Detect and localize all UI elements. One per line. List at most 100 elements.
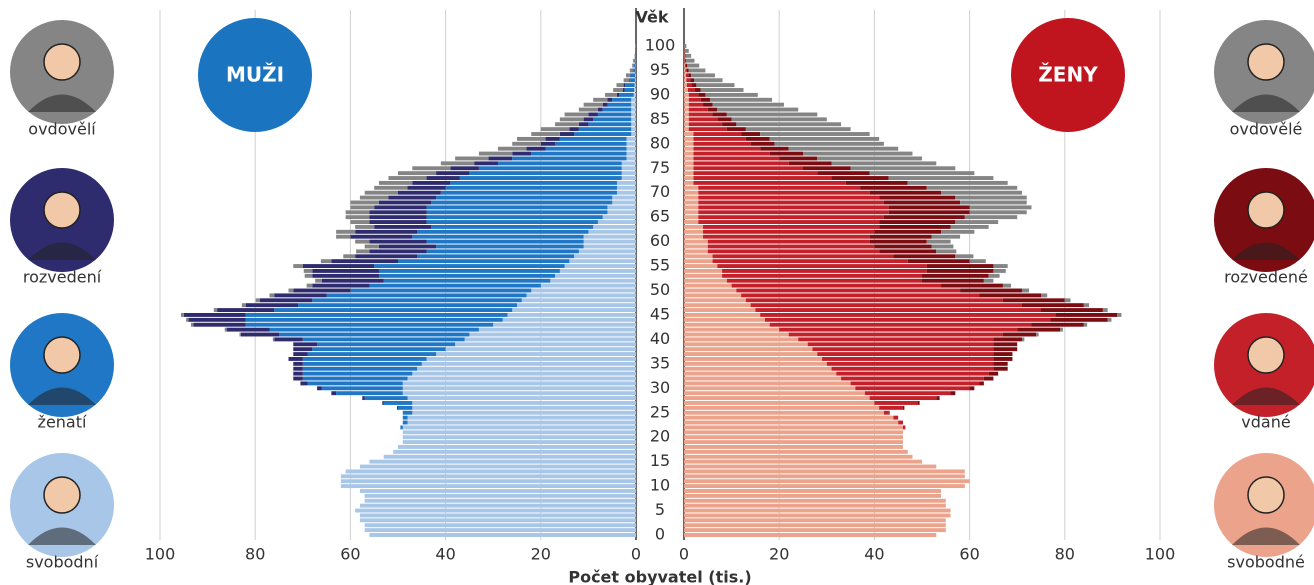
icon-body [28, 242, 96, 260]
bar-segment [684, 224, 704, 229]
bar-segment [826, 361, 994, 366]
bar-segment [631, 107, 636, 112]
bar-segment [698, 210, 889, 215]
bar-segment [364, 493, 636, 498]
bar-segment [402, 420, 408, 425]
bar-segment [269, 327, 479, 332]
x-tick-label: 60 [959, 545, 979, 564]
bar-segment [426, 210, 608, 215]
bar-segment [684, 268, 723, 273]
bar-segment [378, 244, 437, 249]
bar-segment [612, 200, 636, 205]
bar-segment [693, 136, 746, 141]
x-tick-label: 40 [864, 545, 884, 564]
bar-segment [684, 293, 742, 298]
bar-segment [521, 298, 636, 303]
age-tick-label: 55 [650, 256, 670, 275]
bar-segment [684, 469, 965, 474]
bar-segment [864, 391, 951, 396]
bar-segment [398, 190, 441, 195]
bar-segment [693, 132, 742, 136]
bar-segment [684, 312, 761, 317]
bar-segment [684, 83, 687, 88]
bar-segment [512, 151, 532, 156]
bar-segment [684, 518, 946, 523]
bar-segment [817, 171, 870, 176]
bar-segment [722, 122, 737, 127]
bar-segment [593, 117, 632, 122]
bar-segment [356, 249, 370, 254]
bar-segment [362, 396, 365, 401]
bar-segment [684, 68, 686, 73]
bar-segment [343, 254, 356, 259]
bar-segment [703, 234, 870, 239]
legend-item: ženatí [10, 313, 114, 432]
icon-head [43, 336, 81, 374]
bar-segment [302, 361, 422, 366]
bar-segment [703, 224, 880, 229]
bar-segment [960, 288, 1022, 293]
bar-segment [382, 401, 384, 405]
bar-segment [359, 503, 636, 508]
bar-segment [902, 405, 905, 410]
bar-segment [412, 410, 636, 415]
age-tick-label: 35 [650, 353, 670, 372]
bar-segment [831, 176, 889, 180]
bar-segment [684, 156, 694, 161]
bar-segment [602, 102, 608, 107]
icon-head [43, 476, 81, 514]
bar-segment [555, 122, 579, 127]
age-tick-label: 25 [650, 402, 670, 421]
bar-segment [302, 357, 427, 361]
bar-segment [764, 317, 1051, 322]
bar-segment [698, 200, 884, 205]
bar-segment [355, 239, 370, 244]
bar-segment [629, 78, 631, 83]
bar-segment [788, 332, 1003, 337]
bar-segment [369, 283, 541, 288]
bar-segment [1017, 327, 1061, 332]
bar-segment [722, 268, 927, 273]
age-axis-title: Věk [636, 8, 669, 27]
icon-body [1232, 242, 1300, 260]
bar-segment [623, 78, 630, 83]
bar-segment [300, 381, 308, 386]
bar-segment [874, 244, 932, 249]
bar-segment [700, 88, 744, 92]
bar-segment [630, 78, 636, 83]
bar-segment [626, 151, 636, 156]
bar-segment [583, 234, 636, 239]
bar-segment [803, 166, 851, 171]
bar-segment [626, 146, 636, 151]
bar-segment [1060, 327, 1063, 332]
x-tick-label: 100 [1145, 545, 1176, 564]
bar-segment [455, 156, 489, 161]
bar-segment [717, 264, 927, 269]
bar-segment [588, 122, 632, 127]
bar-segment [684, 376, 842, 381]
icon-head [43, 191, 81, 229]
bar-segment [398, 445, 636, 449]
x-tick-label: 100 [145, 545, 176, 564]
bar-segment [612, 195, 636, 200]
bar-segment [879, 249, 937, 254]
age-tick-label: 20 [650, 427, 670, 446]
age-tick-label: 0 [655, 525, 665, 544]
bar-segment [279, 332, 470, 337]
bar-segment [688, 68, 706, 73]
bar-segment [616, 180, 636, 185]
bar-segment [684, 254, 713, 259]
bar-segment [993, 264, 1008, 269]
bar-segment [374, 264, 565, 269]
bar-segment [693, 151, 770, 156]
bar-segment [869, 234, 932, 239]
age-tick-label: 70 [650, 182, 670, 201]
legend-item: rozvedení [10, 168, 114, 287]
bar-segment [417, 366, 636, 371]
bar-segment [378, 273, 556, 278]
bar-segment [684, 464, 937, 469]
age-tick-label: 5 [655, 500, 665, 519]
x-tick-label: 80 [245, 545, 265, 564]
bar-segment [616, 185, 636, 190]
bar-segment [293, 342, 318, 347]
